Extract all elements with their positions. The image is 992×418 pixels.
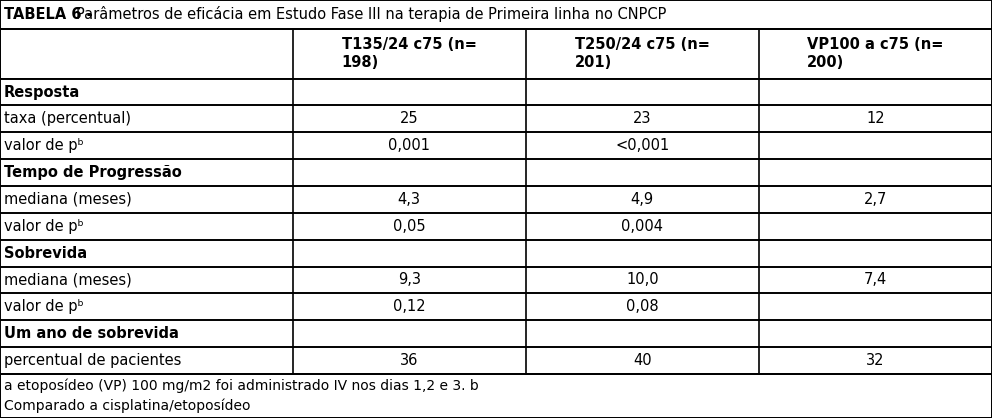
Text: mediana (meses): mediana (meses) <box>4 192 132 207</box>
Text: 9,3: 9,3 <box>398 273 421 288</box>
Bar <box>0 320 992 347</box>
Bar <box>0 29 992 79</box>
Text: 36: 36 <box>400 353 419 368</box>
Text: percentual de pacientes: percentual de pacientes <box>4 353 182 368</box>
Text: T250/24 c75 (n=
201): T250/24 c75 (n= 201) <box>575 37 709 71</box>
Text: TABELA 6 -: TABELA 6 - <box>4 7 98 22</box>
Text: <0,001: <0,001 <box>615 138 670 153</box>
Bar <box>0 293 992 320</box>
Text: a etoposídeo (VP) 100 mg/m2 foi administrado IV nos dias 1,2 e 3. b
Comparado a : a etoposídeo (VP) 100 mg/m2 foi administ… <box>4 379 479 413</box>
Text: 0,12: 0,12 <box>393 299 426 314</box>
Bar <box>0 347 992 374</box>
Bar <box>0 240 992 267</box>
Text: 2,7: 2,7 <box>864 192 887 207</box>
Text: T135/24 c75 (n=
198): T135/24 c75 (n= 198) <box>342 37 476 71</box>
Text: 0,05: 0,05 <box>393 219 426 234</box>
Bar <box>0 267 992 293</box>
Text: Sobrevida: Sobrevida <box>4 246 87 260</box>
Bar <box>0 159 992 186</box>
Text: 10,0: 10,0 <box>626 273 659 288</box>
Text: Tempo de Progressão: Tempo de Progressão <box>4 165 182 180</box>
Text: 0,004: 0,004 <box>621 219 664 234</box>
Text: Parâmetros de eficácia em Estudo Fase III na terapia de Primeira linha no CNPCP: Parâmetros de eficácia em Estudo Fase II… <box>75 6 666 23</box>
Text: Resposta: Resposta <box>4 84 80 99</box>
Text: 4,9: 4,9 <box>631 192 654 207</box>
Text: VP100 a c75 (n=
200): VP100 a c75 (n= 200) <box>807 37 943 71</box>
Text: 0,001: 0,001 <box>388 138 431 153</box>
Text: 32: 32 <box>866 353 885 368</box>
Bar <box>0 0 992 29</box>
Bar <box>0 105 992 133</box>
Text: 4,3: 4,3 <box>398 192 421 207</box>
Text: valor de pᵇ: valor de pᵇ <box>4 299 83 314</box>
Text: 23: 23 <box>633 111 652 126</box>
Text: valor de pᵇ: valor de pᵇ <box>4 219 83 234</box>
Text: taxa (percentual): taxa (percentual) <box>4 111 131 126</box>
Text: valor de pᵇ: valor de pᵇ <box>4 138 83 153</box>
Text: 12: 12 <box>866 111 885 126</box>
Bar <box>0 133 992 159</box>
Text: Um ano de sobrevida: Um ano de sobrevida <box>4 326 179 341</box>
Bar <box>0 374 992 418</box>
Text: 40: 40 <box>633 353 652 368</box>
Text: 25: 25 <box>400 111 419 126</box>
Bar <box>0 213 992 240</box>
Text: 0,08: 0,08 <box>626 299 659 314</box>
Bar <box>0 186 992 213</box>
Text: mediana (meses): mediana (meses) <box>4 273 132 288</box>
Bar <box>0 79 992 105</box>
Text: 7,4: 7,4 <box>864 273 887 288</box>
